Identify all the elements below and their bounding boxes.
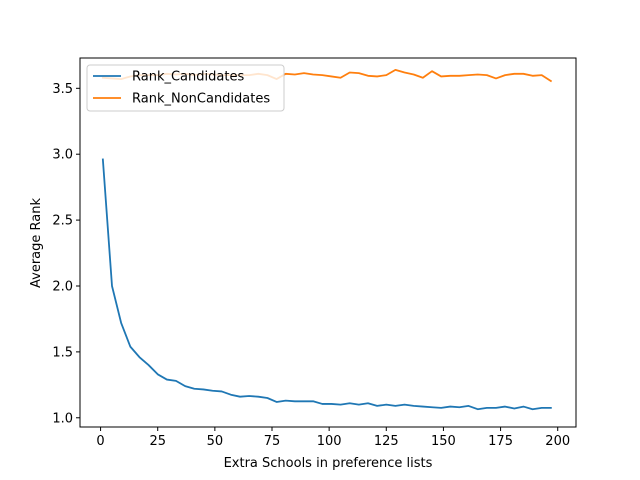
legend: Rank_Candidates Rank_NonCandidates — [86, 64, 285, 112]
series-layer — [101, 68, 553, 411]
x-tick-label: 0 — [96, 434, 104, 449]
x-tick-label: 150 — [431, 434, 456, 449]
legend-box — [86, 64, 285, 112]
x-tick-label: 75 — [264, 434, 281, 449]
y-tick-label: 2.0 — [52, 279, 73, 294]
x-tick-label: 50 — [207, 434, 224, 449]
y-tick-label: 2.5 — [52, 214, 73, 229]
y-tick-label: 3.0 — [52, 148, 73, 163]
y-tick-label: 3.5 — [52, 82, 73, 97]
axes-layer — [79, 57, 577, 428]
x-tick-label: 200 — [545, 434, 570, 449]
x-tick-label: 175 — [488, 434, 513, 449]
legend-label-rank-candidates: Rank_Candidates — [132, 70, 244, 85]
ticks-layer: 0 25 50 75 100 125 150 175 200 1.0 1.5 2.0 2.5 3.0 3.5 — [52, 82, 570, 449]
series-line-rank-candidates — [101, 158, 552, 411]
y-tick-label: 1.5 — [52, 345, 73, 360]
y-tick-label: 1.0 — [52, 411, 73, 426]
x-tick-label: 25 — [149, 434, 166, 449]
legend-label-rank-noncandidates: Rank_NonCandidates — [132, 92, 270, 107]
x-tick-label: 125 — [374, 434, 399, 449]
axes-frame — [79, 57, 577, 428]
x-axis-label: Extra Schools in preference lists — [224, 456, 433, 471]
x-tick-label: 100 — [317, 434, 342, 449]
y-axis-label: Average Rank — [29, 198, 44, 288]
